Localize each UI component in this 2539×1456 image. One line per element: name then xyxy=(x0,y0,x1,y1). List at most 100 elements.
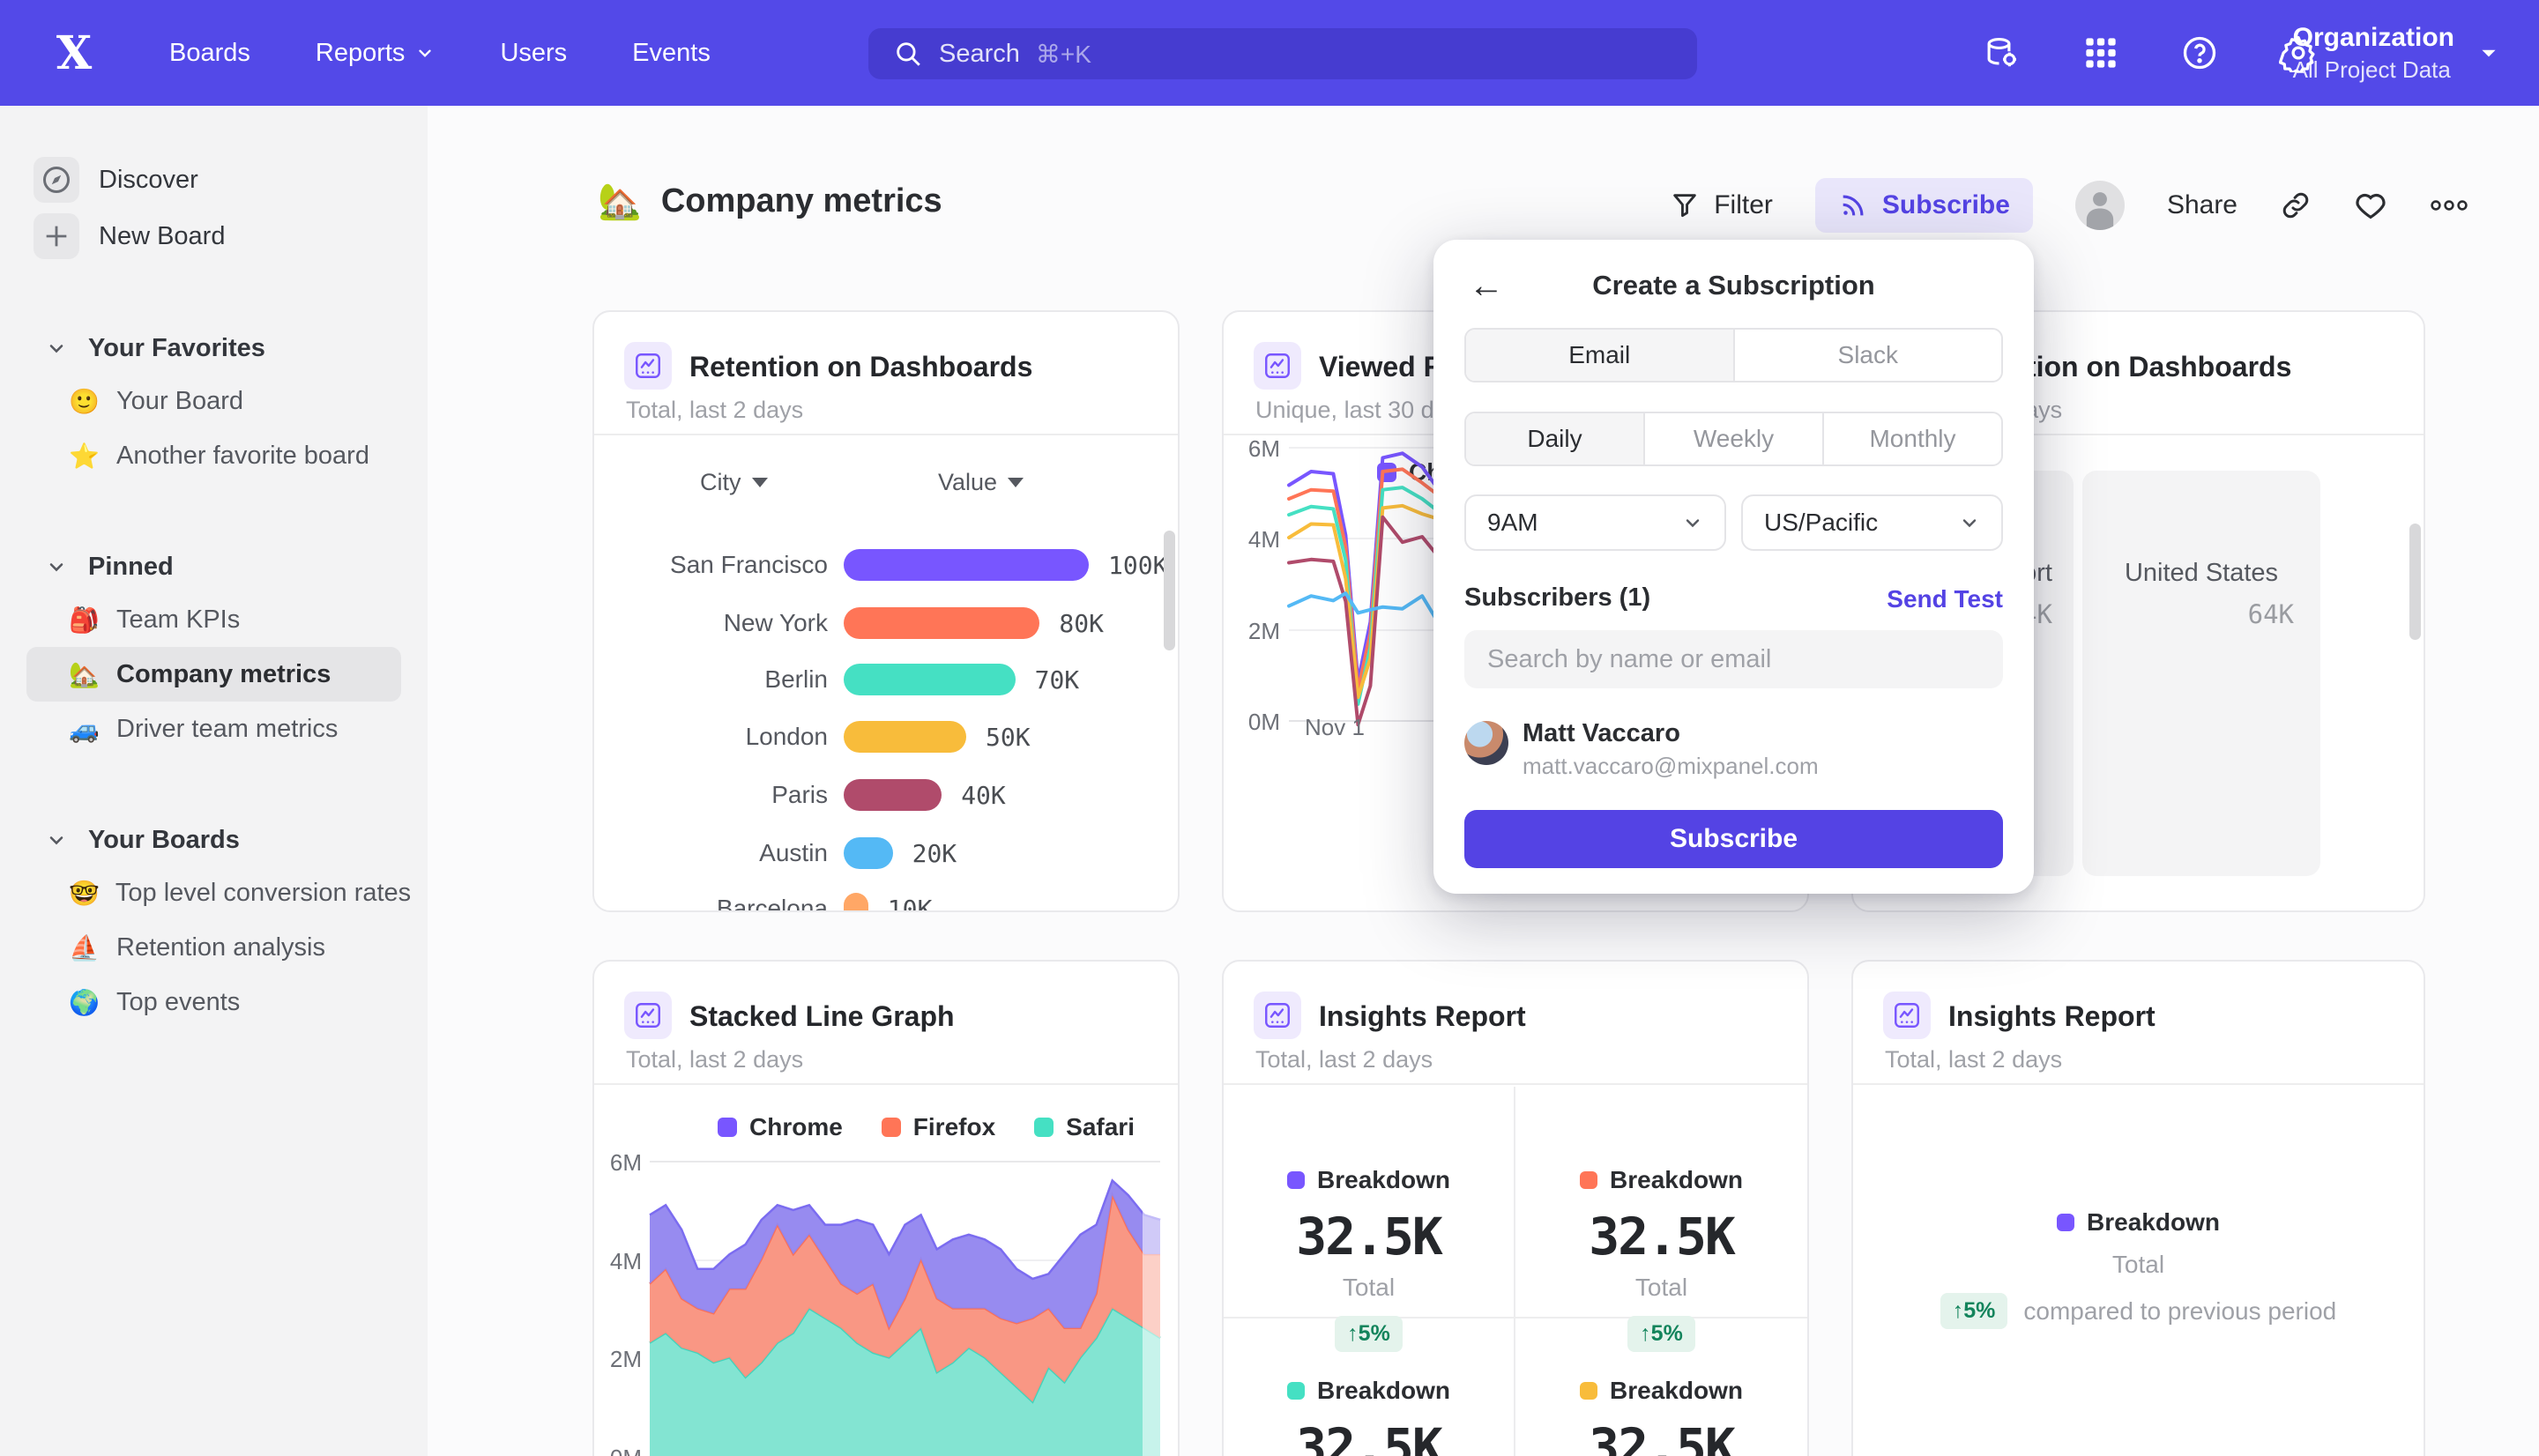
city-label: Barcelona xyxy=(716,895,828,912)
board-emoji: 🎒 xyxy=(69,605,100,634)
legend-swatch xyxy=(1287,1171,1306,1189)
sidebar-section-header-your-boards[interactable]: Your Boards xyxy=(0,814,428,865)
apps-grid-icon[interactable] xyxy=(2081,33,2121,73)
back-arrow-icon[interactable]: ← xyxy=(1469,266,1504,305)
org-title: Organization xyxy=(2292,22,2454,52)
sidebar-item-discover[interactable]: Discover xyxy=(0,152,428,208)
copy-link-button[interactable] xyxy=(2280,189,2312,221)
value-label: 20K xyxy=(912,838,957,868)
sort-chevron-icon xyxy=(1008,478,1024,487)
stacked-area-chart xyxy=(649,1178,1161,1456)
y-tick: 6M xyxy=(1247,435,1280,462)
sidebar-section-header-pinned[interactable]: Pinned xyxy=(0,541,428,592)
sidebar-item-team-kpis[interactable]: 🎒 Team KPIs xyxy=(26,592,401,647)
board-emoji: 🤓 xyxy=(69,879,100,907)
sidebar-item-another-favorite-board[interactable]: ⭐ Another favorite board xyxy=(26,428,401,483)
sidebar-item-top-events[interactable]: 🌍 Top events xyxy=(26,975,401,1029)
sidebar-section-your-favorites: Your Favorites 🙂 Your Board ⭐ Another favori… xyxy=(0,323,428,483)
nav-item-reports[interactable]: Reports xyxy=(316,39,436,68)
plus-icon xyxy=(34,213,79,259)
card-scrollbar[interactable] xyxy=(1164,531,1175,650)
table-row-london: London 50K xyxy=(594,719,1178,754)
nav-item-boards[interactable]: Boards xyxy=(169,39,250,68)
legend-label: Breakdown xyxy=(1317,1166,1450,1193)
metric-legend: Breakdown xyxy=(1287,1166,1450,1194)
legend-swatch xyxy=(1580,1171,1598,1189)
sidebar-item-top-level-conversion-rates[interactable]: 🤓 Top level conversion rates xyxy=(26,865,411,920)
subscriber-name: Matt Vaccaro xyxy=(1523,719,1680,747)
report-chart-icon xyxy=(624,342,672,390)
frequency-tab-weekly[interactable]: Weekly xyxy=(1643,413,1822,464)
nav-item-label: Reports xyxy=(315,38,406,67)
change-badge: ↑5% xyxy=(1335,1316,1403,1352)
sidebar-item-company-metrics[interactable]: 🏡 Company metrics xyxy=(26,647,401,702)
legend-label: Firefox xyxy=(912,1113,996,1140)
card-scrollbar[interactable] xyxy=(2409,524,2421,640)
legend-swatch xyxy=(881,1118,901,1137)
area-series-chrome xyxy=(650,1180,1160,1328)
metric-legend: Breakdown xyxy=(1580,1377,1743,1405)
country-panel[interactable]: United States 64K xyxy=(2082,471,2320,876)
board-header: 🏡 Company metrics Filter Subscribe Share xyxy=(428,106,2539,256)
sidebar-item-new-board[interactable]: New Board xyxy=(0,208,428,264)
line-series-series-5 xyxy=(1287,515,1454,727)
y-tick: 6M xyxy=(609,1149,642,1176)
share-button[interactable]: Share xyxy=(2166,190,2237,219)
sidebar-item-driver-team-metrics[interactable]: 🚙 Driver team metrics xyxy=(26,702,401,756)
nav-item-users[interactable]: Users xyxy=(500,39,567,68)
metrics-grid: Breakdown 32.5K Total ↑5% Breakdown 32.5K Tota… xyxy=(1224,1087,1807,1456)
value-label: 80K xyxy=(1059,608,1104,638)
modal-title: Create a Subscription xyxy=(1592,270,1875,301)
column-header-value[interactable]: Value xyxy=(938,469,1024,496)
more-options-button[interactable] xyxy=(2430,197,2468,214)
frequency-tab-daily[interactable]: Daily xyxy=(1466,413,1643,464)
channel-tab-slack[interactable]: Slack xyxy=(1732,330,2002,381)
chart-legend: Chrome Firefox Safari xyxy=(718,1113,1135,1141)
modal-subscribe-button[interactable]: Subscribe xyxy=(1464,810,2003,868)
data-management-icon[interactable] xyxy=(1982,33,2022,73)
chevron-down-icon xyxy=(419,49,432,57)
sidebar-item-your-board[interactable]: 🙂 Your Board xyxy=(26,374,401,428)
metric-total-label: Total xyxy=(1342,1274,1396,1301)
chevron-down-icon xyxy=(1962,519,1977,528)
sidebar-item-retention-analysis[interactable]: ⛵ Retention analysis xyxy=(26,920,401,975)
user-avatar[interactable] xyxy=(2074,181,2125,230)
org-switcher[interactable]: Organization All Project Data xyxy=(2293,0,2500,106)
line-chart xyxy=(1287,451,1454,727)
sidebar-section-title: Your Favorites xyxy=(88,333,265,362)
filter-button[interactable]: Filter xyxy=(1670,190,1773,220)
chevron-down-icon xyxy=(49,345,63,353)
column-header-city[interactable]: City xyxy=(700,469,768,496)
search-input[interactable]: Search ⌘+K xyxy=(868,28,1697,79)
subscribers-label: Subscribers (1) xyxy=(1464,583,1651,612)
nav-item-events[interactable]: Events xyxy=(632,39,711,68)
sidebar-section-header-your-favorites[interactable]: Your Favorites xyxy=(0,323,428,374)
legend-item-firefox: Firefox xyxy=(881,1113,996,1141)
time-select[interactable]: 9AM xyxy=(1464,494,1726,551)
help-icon[interactable] xyxy=(2179,33,2220,73)
chevron-down-icon xyxy=(1686,519,1700,528)
mixpanel-logo-icon[interactable]: X xyxy=(56,26,93,80)
channel-tab-email[interactable]: Email xyxy=(1466,330,1733,381)
board-emoji: ⭐ xyxy=(69,442,100,470)
value-bar xyxy=(844,549,1089,581)
frequency-tab-monthly[interactable]: Monthly xyxy=(1822,413,2001,464)
value-label: 40K xyxy=(961,780,1006,810)
board-emoji: 🚙 xyxy=(69,715,100,743)
settings-gear-icon[interactable] xyxy=(2278,33,2319,73)
filter-funnel-icon xyxy=(1673,194,1696,218)
table-row-new-york: New York 80K xyxy=(594,605,1178,641)
line-series-series-4 xyxy=(1287,503,1454,700)
timezone-select[interactable]: US/Pacific xyxy=(1741,494,2003,551)
send-test-link[interactable]: Send Test xyxy=(1887,585,2003,613)
chevron-down-icon xyxy=(49,563,63,572)
subscribe-button[interactable]: Subscribe xyxy=(1814,178,2033,233)
sidebar-item-label: Discover xyxy=(99,165,198,194)
favorite-button[interactable] xyxy=(2354,189,2387,222)
report-chart-icon xyxy=(1254,992,1301,1039)
subscriber-search-input[interactable] xyxy=(1464,630,2003,688)
card-title: Insights Report xyxy=(1319,1000,1526,1032)
y-tick: 0M xyxy=(1247,709,1280,735)
report-chart-icon xyxy=(1883,992,1931,1039)
